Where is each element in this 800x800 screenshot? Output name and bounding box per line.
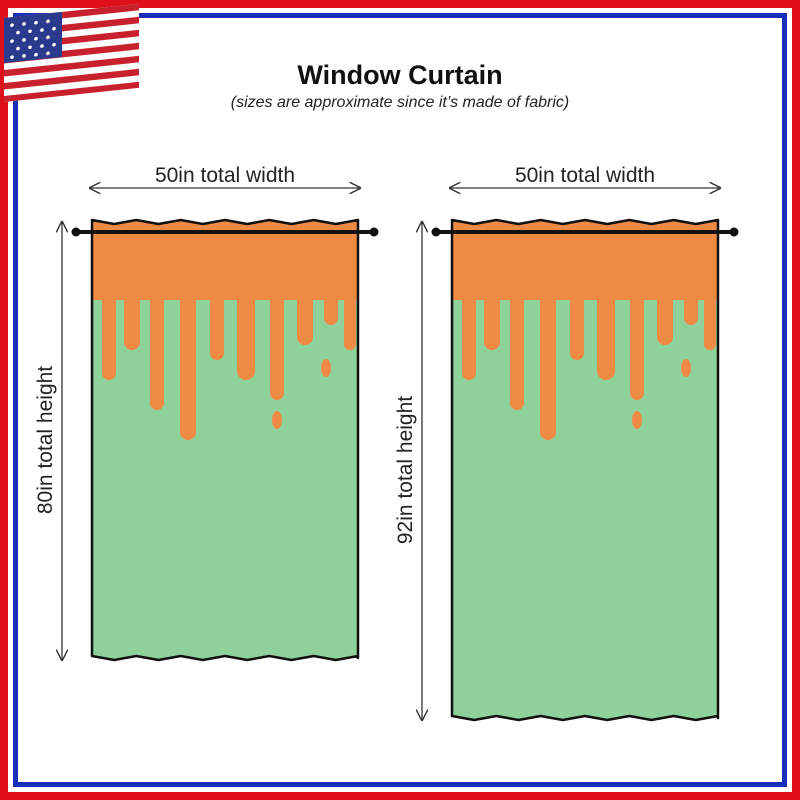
drip xyxy=(124,290,140,350)
curtain-outline xyxy=(90,218,360,662)
title: Window Curtain xyxy=(297,60,502,90)
drip xyxy=(630,290,644,400)
drip xyxy=(704,290,716,350)
drip xyxy=(540,290,556,440)
width-label: 50in total width xyxy=(515,164,655,187)
drip xyxy=(270,290,284,400)
curtain: 50in total width 92in total height xyxy=(394,164,739,722)
drop xyxy=(632,411,642,429)
rod-end xyxy=(71,227,81,237)
fabric xyxy=(92,220,358,660)
rod-end xyxy=(369,227,379,237)
subtitle: (sizes are approximate since it’s made o… xyxy=(231,94,570,111)
height-label: 80in total height xyxy=(34,366,57,514)
drop xyxy=(681,359,691,377)
curtain-outline xyxy=(450,218,720,722)
drip xyxy=(684,290,698,325)
drip xyxy=(597,290,615,380)
drop xyxy=(321,359,331,377)
drip xyxy=(210,290,224,360)
drip xyxy=(297,290,313,345)
drip xyxy=(570,290,584,360)
drip xyxy=(344,290,356,350)
us-flag xyxy=(4,3,139,102)
drip xyxy=(237,290,255,380)
drip xyxy=(657,290,673,345)
inner-frame xyxy=(13,13,787,787)
width-label: 50in total width xyxy=(155,164,295,187)
drip xyxy=(462,290,476,380)
drip xyxy=(102,290,116,380)
drip xyxy=(180,290,196,440)
rod-end xyxy=(431,227,441,237)
rod-end xyxy=(729,227,739,237)
height-label: 92in total height xyxy=(394,396,417,544)
drip xyxy=(324,290,338,325)
drop xyxy=(272,411,282,429)
drip xyxy=(510,290,524,410)
drip xyxy=(150,290,164,410)
fabric xyxy=(452,220,718,720)
curtain: 50in total width 80in total height xyxy=(34,164,379,662)
drip xyxy=(484,290,500,350)
fabric-orange xyxy=(92,220,358,300)
fabric-orange xyxy=(452,220,718,300)
